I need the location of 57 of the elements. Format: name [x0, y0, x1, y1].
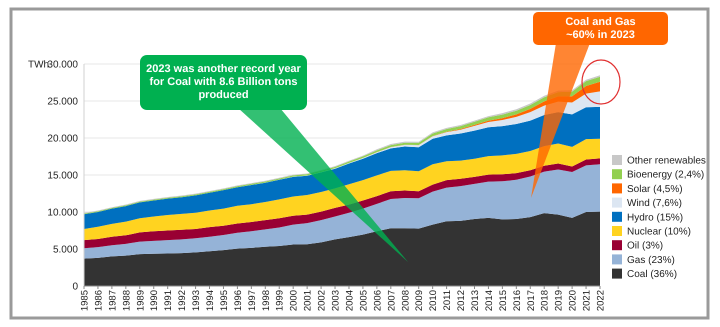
x-tick-label: 2014 [484, 290, 495, 312]
y-axis-title: TWh [28, 60, 50, 70]
x-tick-label: 2012 [456, 290, 468, 312]
legend-label: Oil (3%) [627, 240, 664, 252]
x-tick-label: 1991 [163, 290, 174, 312]
x-tick-label: 1990 [149, 290, 160, 312]
x-tick-label: 2003 [330, 290, 342, 312]
x-tick-label: 2000 [288, 290, 300, 312]
x-tick-label: 1987 [107, 290, 118, 312]
x-tick-label: 2006 [372, 290, 384, 312]
x-tick-label: 2015 [498, 290, 509, 312]
y-tick-label: 5.000 [52, 244, 78, 256]
x-tick-label: 1998 [260, 290, 272, 312]
x-tick-label: 2005 [358, 290, 370, 312]
legend-label: Wind (7,6%) [627, 198, 682, 210]
x-tick-label: 2017 [526, 290, 537, 312]
x-tick-label: 1989 [135, 290, 146, 312]
x-tick-label: 1993 [191, 290, 202, 312]
x-tick-label: 2001 [302, 290, 314, 312]
x-tick-label: 1986 [93, 290, 104, 312]
x-tick-label: 2018 [540, 290, 551, 312]
legend-label: Hydro (15%) [627, 212, 684, 224]
y-tick-label: 30.000 [47, 60, 78, 70]
x-tick-label: 1992 [177, 290, 188, 312]
legend-label: Coal (36%) [627, 269, 678, 280]
x-tick-label: 1997 [246, 290, 258, 312]
x-tick-label: 2021 [582, 290, 593, 312]
x-tick-label: 2020 [568, 290, 579, 312]
x-tick-label: 1999 [274, 290, 286, 312]
y-tick-label: 0 [72, 282, 78, 292]
x-tick-label: 2013 [470, 290, 481, 312]
x-tick-label: 2022 [596, 290, 606, 312]
legend-label: Other renewables [627, 156, 706, 166]
x-tick-label: 1995 [218, 290, 230, 312]
text: Coal and Gas ~60% in 2023 [565, 16, 636, 41]
x-tick-label: 2002 [316, 290, 328, 312]
legend-label: Nuclear (10%) [627, 226, 691, 238]
x-tick-label: 1985 [80, 290, 90, 312]
x-tick-label: 2011 [442, 290, 454, 310]
y-tick-label: 25.000 [47, 96, 78, 108]
x-tick-label: 1996 [232, 290, 244, 312]
y-tick-label: 15.000 [47, 170, 78, 182]
x-tick-label: 2009 [414, 290, 426, 312]
x-tick-label: 1994 [205, 290, 216, 312]
annotation: 2023 was another record year for Coal with 8.6 Billion tons produced [146, 63, 302, 101]
y-tick-label: 20.000 [47, 134, 78, 144]
x-tick-label: 2019 [554, 290, 565, 312]
legend-label: Solar (4,5%) [627, 184, 683, 195]
x-tick-label: 2010 [428, 290, 440, 312]
x-tick-label: 2007 [386, 290, 398, 312]
y-tick-label: 10.000 [47, 208, 78, 218]
x-tick-label: 2004 [344, 290, 356, 312]
x-tick-label: 2016 [512, 290, 523, 312]
legend-label: Bioenergy (2,4%) [627, 170, 704, 181]
x-tick-label: 2008 [400, 290, 412, 312]
x-tick-label: 1988 [121, 290, 132, 312]
legend-label: Gas (23%) [627, 254, 675, 266]
